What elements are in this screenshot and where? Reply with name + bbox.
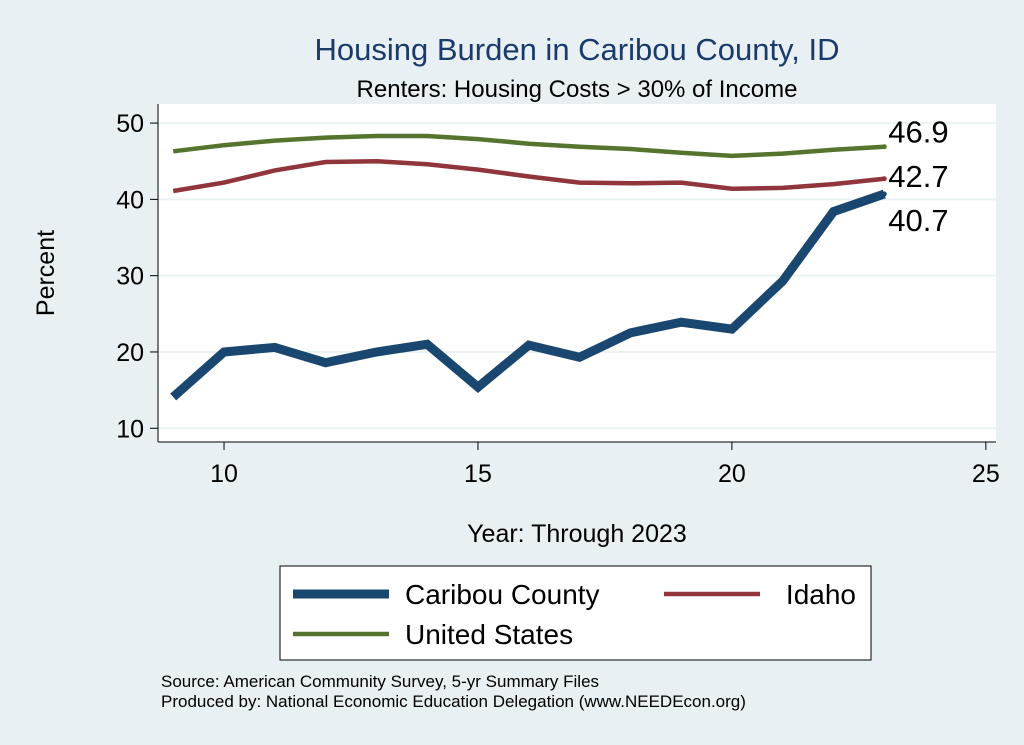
series-end-point — [881, 144, 887, 150]
producer-line: Produced by: National Economic Education… — [161, 692, 746, 711]
axes: 10 20 30 40 50 10 15 20 25 — [116, 104, 1000, 488]
x-tick-label: 25 — [972, 460, 1000, 488]
series-line-caribou-county — [170, 189, 886, 401]
y-tick-label: 10 — [116, 415, 144, 443]
y-tick-label: 40 — [116, 186, 144, 214]
source-line: Source: American Community Survey, 5-yr … — [161, 672, 599, 691]
y-tick-label: 20 — [116, 339, 144, 367]
series-line-idaho — [172, 158, 885, 194]
y-axis-title: Percent — [32, 230, 60, 316]
end-value-label: 42.7 — [888, 159, 948, 194]
legend-box — [279, 565, 872, 661]
end-labels: 40.7 42.7 46.9 — [888, 115, 948, 238]
series-lines — [170, 133, 887, 401]
chart-subtitle: Renters: Housing Costs > 30% of Income — [357, 76, 798, 103]
legend-label: United States — [405, 619, 573, 650]
series-end-point — [881, 176, 887, 182]
y-tick-label: 30 — [116, 263, 144, 291]
x-tick-label: 10 — [210, 460, 238, 488]
x-tick-label: 15 — [464, 460, 492, 488]
x-axis-title: Year: Through 2023 — [467, 520, 687, 548]
legend-label: Idaho — [786, 579, 856, 610]
plot-area — [158, 104, 996, 442]
y-tick-label: 50 — [116, 110, 144, 138]
end-value-label: 40.7 — [888, 203, 948, 238]
series-line-united-states — [172, 133, 885, 159]
x-tick-label: 20 — [718, 460, 746, 488]
end-value-label: 46.9 — [888, 115, 948, 150]
series-end-point — [881, 191, 887, 197]
legend: Caribou County Idaho United States — [293, 579, 856, 650]
chart-title: Housing Burden in Caribou County, ID — [315, 32, 840, 67]
legend-label: Caribou County — [405, 579, 600, 610]
